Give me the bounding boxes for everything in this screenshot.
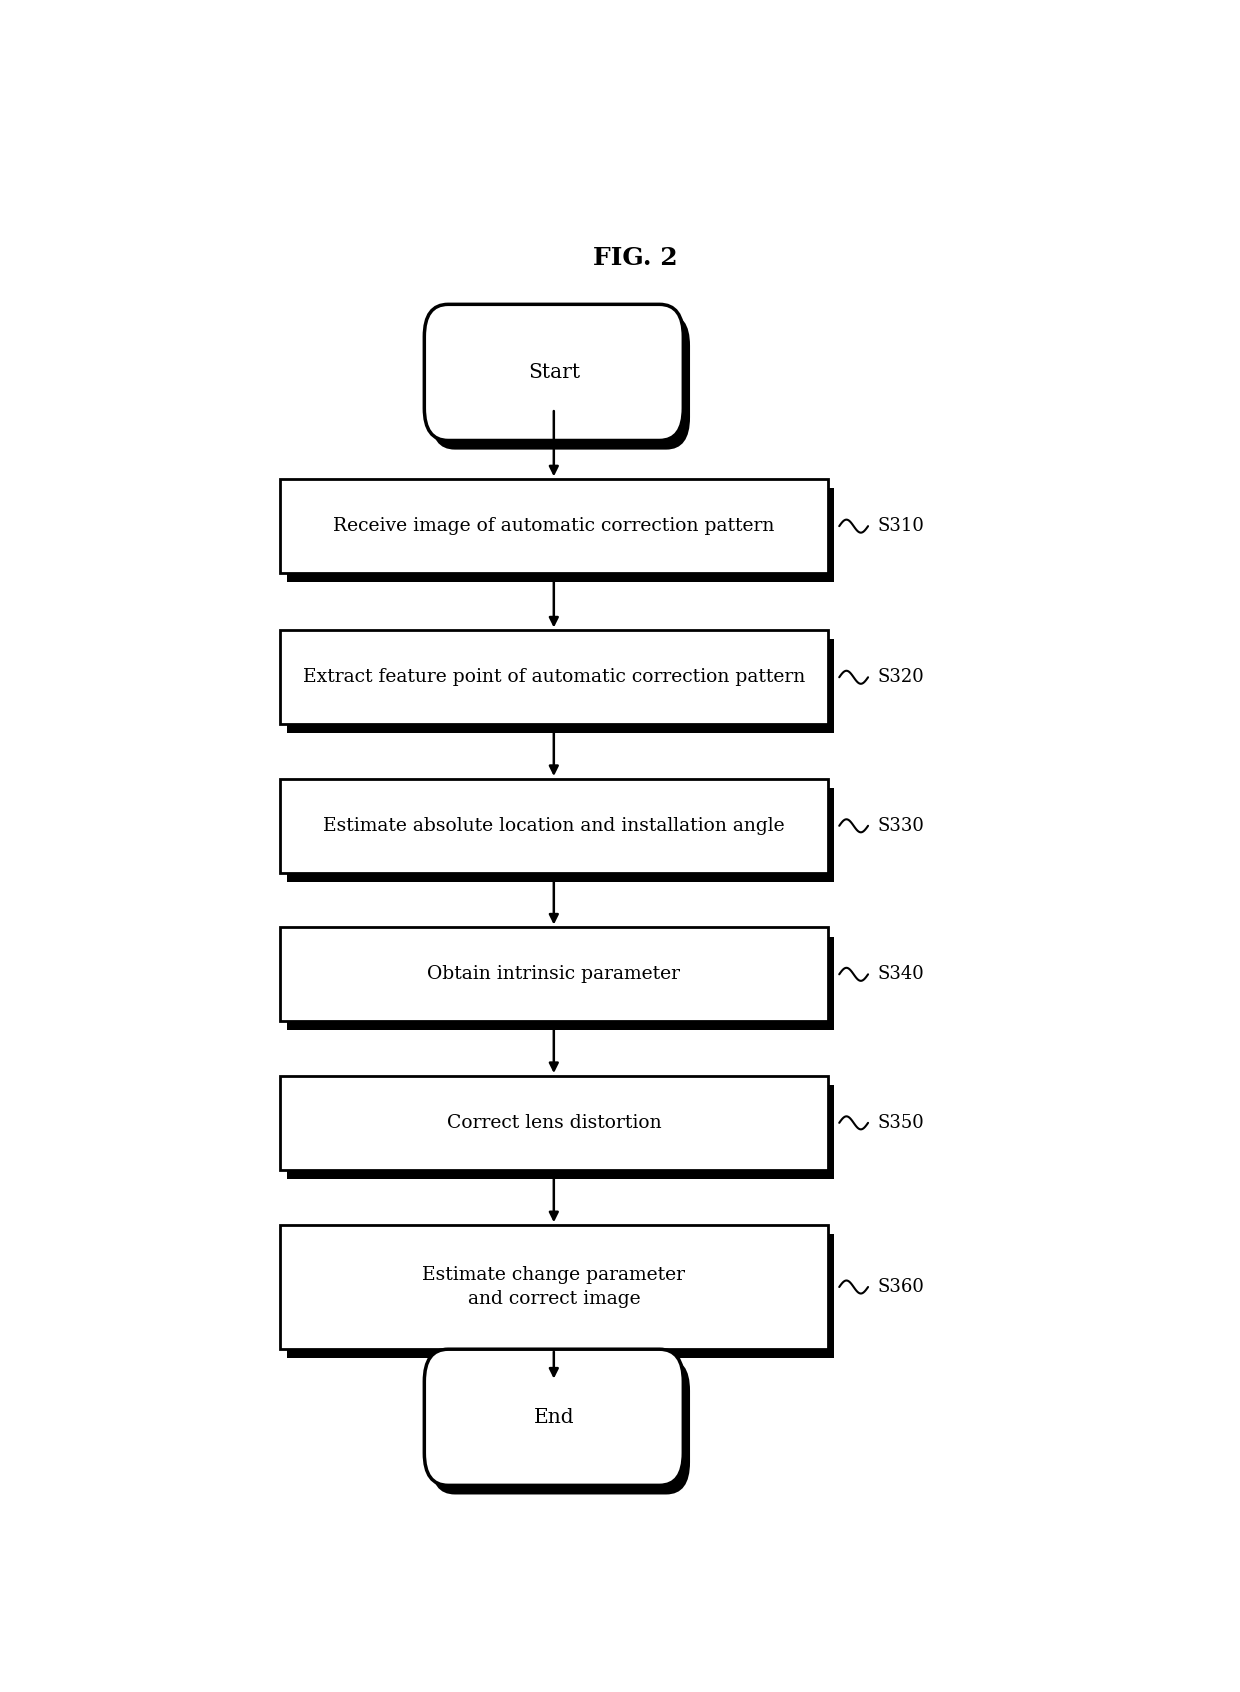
Text: Start: Start	[528, 362, 580, 382]
FancyBboxPatch shape	[280, 1076, 828, 1169]
Text: Receive image of automatic correction pattern: Receive image of automatic correction pa…	[334, 518, 775, 535]
Text: S340: S340	[878, 966, 925, 983]
FancyBboxPatch shape	[280, 479, 828, 574]
FancyBboxPatch shape	[424, 1349, 683, 1486]
FancyBboxPatch shape	[432, 1359, 689, 1494]
Text: FIG. 2: FIG. 2	[593, 245, 678, 269]
FancyBboxPatch shape	[432, 313, 689, 450]
Text: S330: S330	[878, 817, 925, 834]
FancyBboxPatch shape	[280, 927, 828, 1022]
FancyBboxPatch shape	[286, 640, 835, 733]
FancyBboxPatch shape	[280, 778, 828, 873]
Text: Correct lens distortion: Correct lens distortion	[446, 1113, 661, 1132]
Text: Obtain intrinsic parameter: Obtain intrinsic parameter	[428, 966, 681, 983]
Text: S350: S350	[878, 1113, 925, 1132]
Text: Estimate change parameter
and correct image: Estimate change parameter and correct im…	[423, 1266, 686, 1308]
FancyBboxPatch shape	[424, 305, 683, 440]
Text: S310: S310	[878, 518, 925, 535]
Text: End: End	[533, 1408, 574, 1426]
FancyBboxPatch shape	[286, 788, 835, 882]
Text: S320: S320	[878, 668, 925, 687]
FancyBboxPatch shape	[286, 1085, 835, 1179]
FancyBboxPatch shape	[286, 937, 835, 1030]
Text: Estimate absolute location and installation angle: Estimate absolute location and installat…	[322, 817, 785, 834]
FancyBboxPatch shape	[280, 631, 828, 724]
FancyBboxPatch shape	[286, 489, 835, 582]
Text: S360: S360	[878, 1277, 925, 1296]
FancyBboxPatch shape	[280, 1225, 828, 1349]
Text: Extract feature point of automatic correction pattern: Extract feature point of automatic corre…	[303, 668, 805, 687]
FancyBboxPatch shape	[286, 1233, 835, 1359]
